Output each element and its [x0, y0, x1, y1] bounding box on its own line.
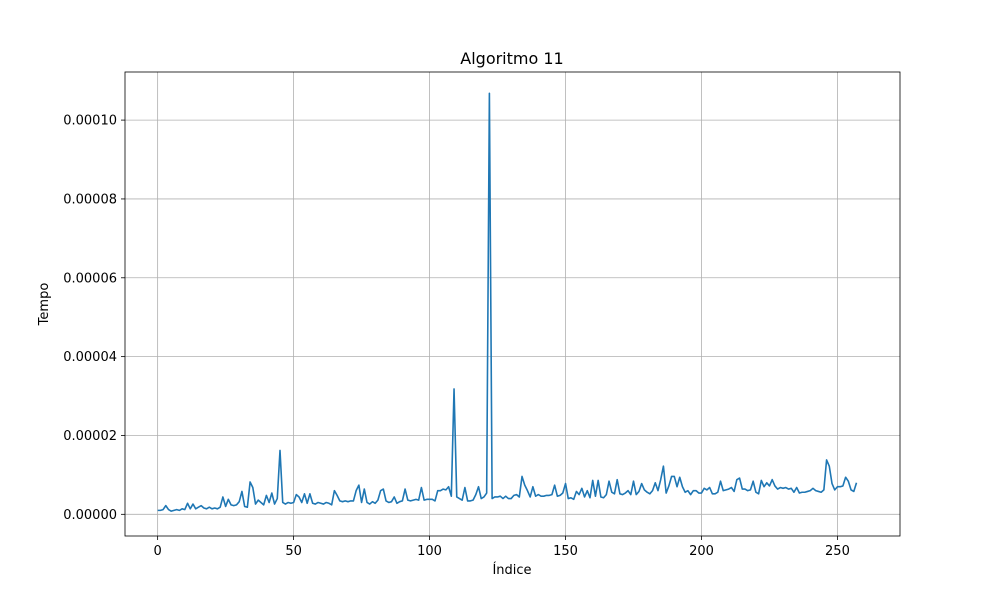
x-axis-label: Índice — [492, 562, 531, 578]
y-axis-ticks: 0.00000 0.00002 0.00004 0.00006 0.00008 0.000… — [63, 114, 125, 523]
y-tick-label: 0.00002 — [63, 429, 117, 444]
x-tick-label: 250 — [825, 544, 850, 559]
x-tick-label: 150 — [553, 544, 578, 559]
x-tick-label: 200 — [689, 544, 714, 559]
y-tick-label: 0.00006 — [63, 271, 117, 286]
y-gridlines — [125, 119, 900, 515]
y-axis-label: Tempo — [37, 283, 52, 327]
x-axis-ticks: 0 50 100 150 200 250 — [153, 536, 850, 559]
y-tick-label: 0.00010 — [63, 114, 117, 129]
x-gridlines — [157, 72, 838, 536]
chart-title: Algoritmo 11 — [460, 49, 563, 68]
y-tick-label: 0.00004 — [63, 350, 117, 365]
series-line — [157, 92, 858, 512]
y-tick-label: 0.00000 — [63, 508, 117, 523]
x-tick-label: 50 — [285, 544, 302, 559]
x-tick-label: 100 — [417, 544, 442, 559]
plot-area-frame — [124, 71, 901, 537]
x-tick-label: 0 — [153, 544, 161, 559]
y-tick-label: 0.00008 — [63, 192, 117, 207]
